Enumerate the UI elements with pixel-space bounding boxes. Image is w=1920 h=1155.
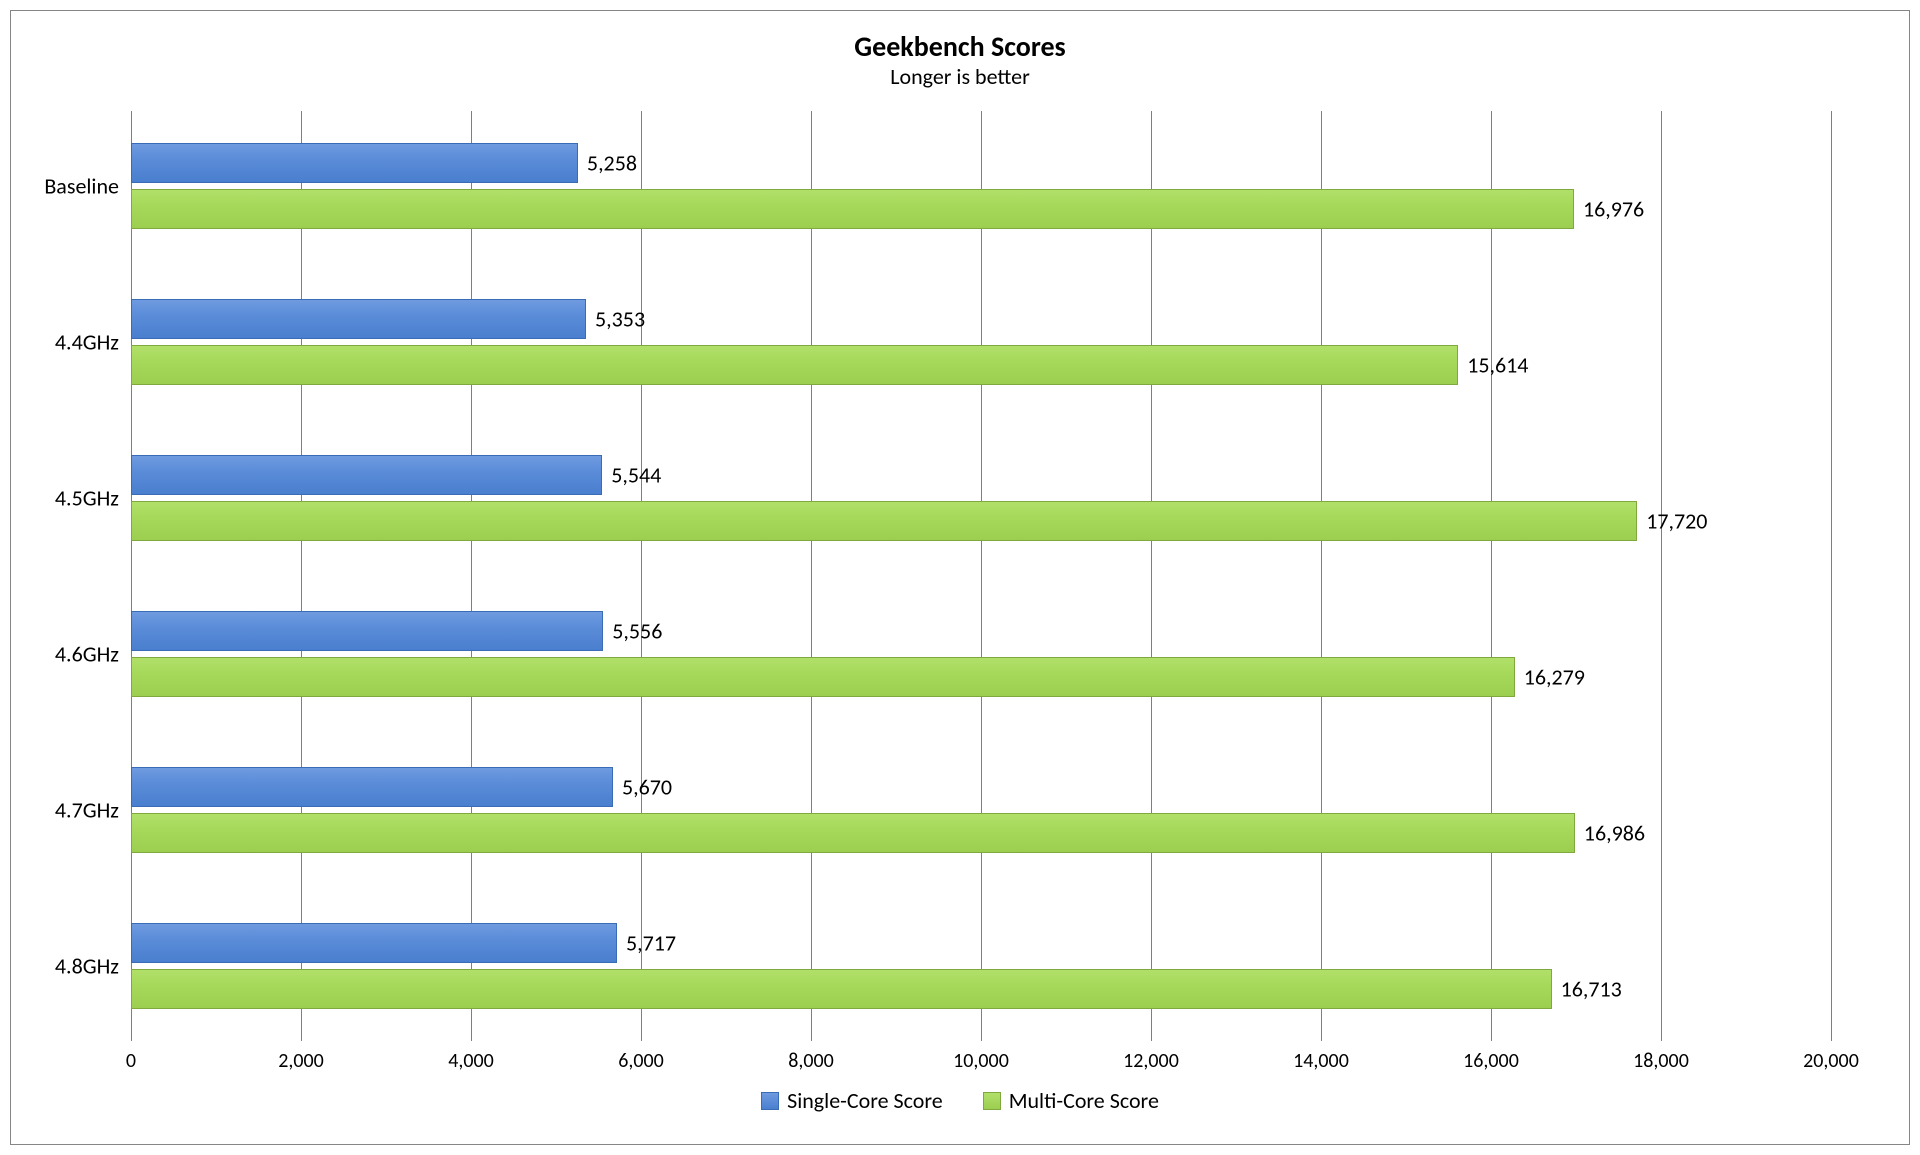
gridline (471, 111, 472, 1041)
legend: Single-Core Score Multi-Core Score (11, 1087, 1909, 1114)
chart-subtitle: Longer is better (11, 63, 1909, 90)
gridline (1491, 111, 1492, 1041)
category-label: 4.5GHz (55, 485, 119, 512)
bar-multi: 16,986 (131, 813, 1575, 853)
bar-multi: 16,713 (131, 969, 1552, 1009)
gridline (1831, 111, 1832, 1041)
category-label: Baseline (44, 173, 119, 200)
bar-single: 5,353 (131, 299, 586, 339)
legend-swatch-multi (983, 1092, 1001, 1110)
bar-single: 5,717 (131, 923, 617, 963)
x-tick-label: 2,000 (278, 1049, 324, 1073)
data-label: 5,670 (622, 774, 672, 801)
category-label: 4.8GHz (55, 953, 119, 980)
x-tick-label: 6,000 (618, 1049, 664, 1073)
legend-item-single: Single-Core Score (761, 1087, 943, 1114)
gridline (131, 111, 132, 1041)
gridline (811, 111, 812, 1041)
x-tick-label: 0 (126, 1049, 136, 1073)
data-label: 5,353 (595, 306, 645, 333)
category-label: 4.7GHz (55, 797, 119, 824)
x-tick-label: 12,000 (1123, 1049, 1179, 1073)
data-label: 17,720 (1646, 508, 1707, 535)
data-label: 16,279 (1524, 664, 1585, 691)
gridline (1151, 111, 1152, 1041)
category-label: 4.4GHz (55, 329, 119, 356)
data-label: 15,614 (1467, 352, 1528, 379)
bar-single: 5,544 (131, 455, 602, 495)
legend-swatch-single (761, 1092, 779, 1110)
chart-container: Geekbench Scores Longer is better 02,000… (10, 10, 1910, 1145)
legend-label-multi: Multi-Core Score (1009, 1087, 1159, 1114)
x-tick-label: 10,000 (953, 1049, 1009, 1073)
data-label: 5,544 (611, 462, 661, 489)
bar-single: 5,670 (131, 767, 613, 807)
gridline (301, 111, 302, 1041)
data-label: 16,986 (1584, 820, 1645, 847)
plot-area: 02,0004,0006,0008,00010,00012,00014,0001… (131, 111, 1831, 1041)
bar-single: 5,556 (131, 611, 603, 651)
gridline (1321, 111, 1322, 1041)
x-tick-label: 14,000 (1293, 1049, 1349, 1073)
x-tick-label: 20,000 (1803, 1049, 1859, 1073)
legend-item-multi: Multi-Core Score (983, 1087, 1159, 1114)
bar-single: 5,258 (131, 143, 578, 183)
gridline (981, 111, 982, 1041)
data-label: 5,556 (612, 618, 662, 645)
x-tick-label: 4,000 (448, 1049, 494, 1073)
gridline (1661, 111, 1662, 1041)
category-label: 4.6GHz (55, 641, 119, 668)
data-label: 5,258 (587, 150, 637, 177)
bar-multi: 17,720 (131, 501, 1637, 541)
data-label: 16,713 (1561, 976, 1622, 1003)
x-tick-label: 18,000 (1633, 1049, 1689, 1073)
bar-multi: 15,614 (131, 345, 1458, 385)
gridline (641, 111, 642, 1041)
bar-multi: 16,976 (131, 189, 1574, 229)
x-tick-label: 8,000 (788, 1049, 834, 1073)
bar-multi: 16,279 (131, 657, 1515, 697)
x-tick-label: 16,000 (1463, 1049, 1519, 1073)
legend-label-single: Single-Core Score (787, 1087, 943, 1114)
data-label: 5,717 (626, 930, 676, 957)
data-label: 16,976 (1583, 196, 1644, 223)
chart-title: Geekbench Scores (11, 29, 1909, 64)
